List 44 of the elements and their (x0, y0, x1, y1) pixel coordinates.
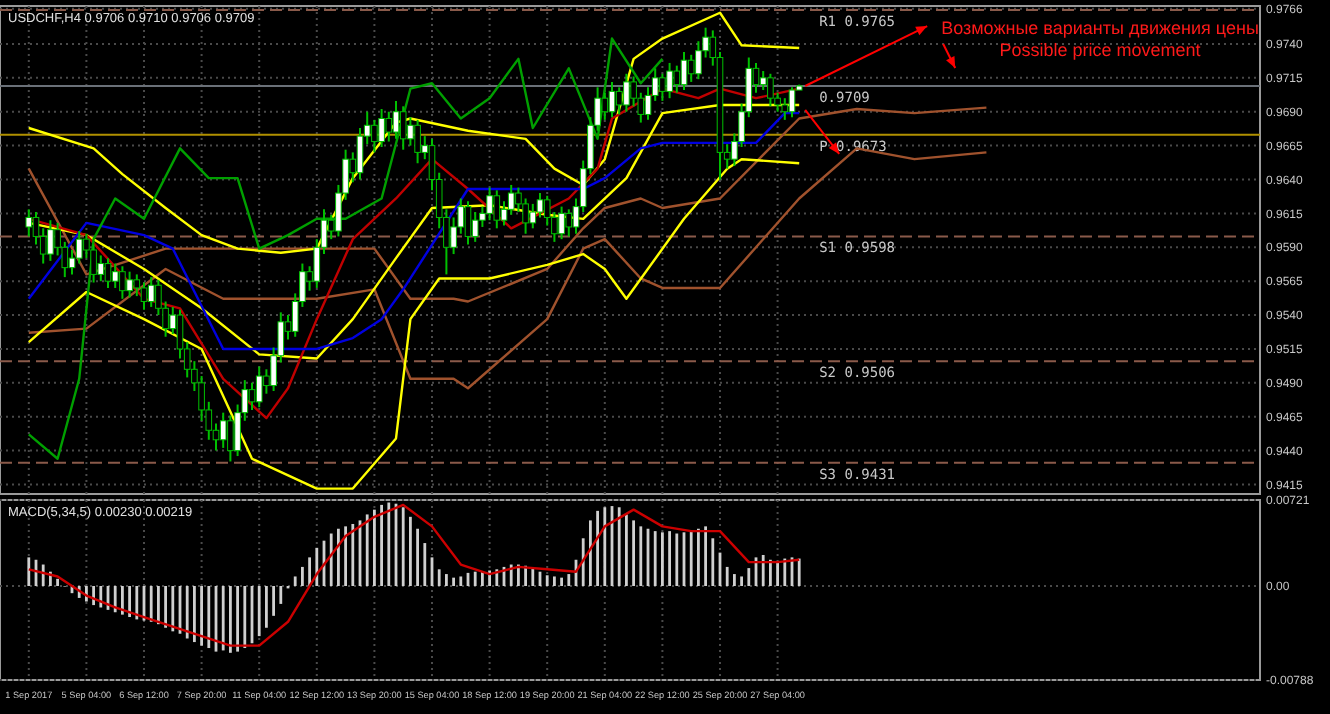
line-series (27, 37, 664, 460)
candlestick (371, 118, 378, 154)
annotation: Возможные варианты движения цены (941, 18, 1259, 38)
candlestick (126, 270, 133, 299)
candlestick (615, 86, 623, 116)
candlestick (385, 110, 393, 143)
candlestick (25, 208, 33, 238)
candlestick (97, 254, 105, 283)
candlestick (558, 205, 565, 241)
candlestick (486, 186, 493, 222)
candlestick (227, 414, 234, 463)
candlestick (493, 189, 501, 230)
candlestick (680, 51, 688, 92)
candlestick (111, 262, 119, 289)
candlestick (47, 219, 54, 262)
candlestick (414, 118, 421, 165)
candlestick (147, 276, 155, 308)
candlestick (378, 108, 385, 148)
candlestick (666, 61, 673, 100)
candlestick (601, 91, 609, 121)
candlestick (788, 86, 796, 119)
candlestick (464, 200, 472, 246)
candlestick (140, 281, 148, 311)
candlestick (673, 64, 681, 94)
candlestick (767, 72, 774, 108)
candlestick (392, 99, 400, 140)
candlestick (407, 116, 414, 147)
candlestick (565, 208, 573, 238)
candlestick (659, 72, 666, 102)
candlestick (623, 72, 630, 113)
candlestick (759, 70, 767, 92)
annotation: Possible price movement (999, 40, 1202, 60)
candlestick (399, 105, 407, 151)
candlestick (781, 97, 789, 121)
candlestick (104, 257, 112, 289)
candlestick (687, 53, 695, 83)
candlestick (608, 80, 616, 119)
line-series (27, 106, 988, 303)
candlestick (471, 211, 479, 243)
candlestick (119, 265, 126, 300)
candlestick (248, 381, 256, 411)
candlestick (219, 411, 227, 449)
candlestick (255, 365, 263, 409)
line-series (27, 157, 801, 490)
